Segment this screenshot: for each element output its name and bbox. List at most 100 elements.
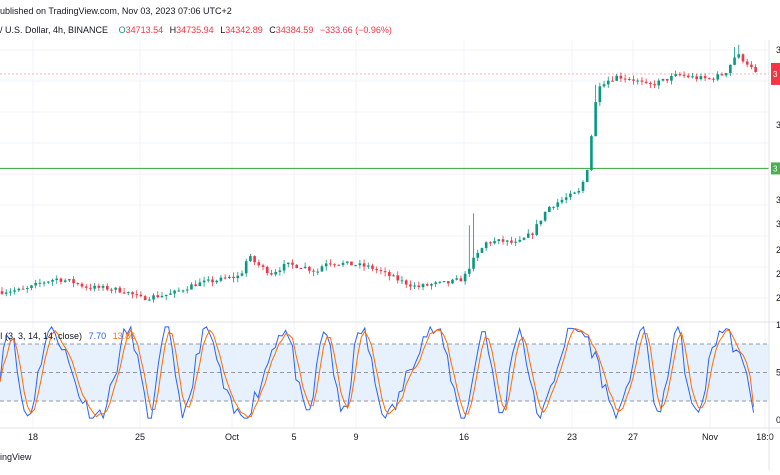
price-tick-label: 2 xyxy=(776,293,780,303)
candle-body xyxy=(270,273,273,275)
candle-body xyxy=(556,202,560,207)
price-axis[interactable]: 333333222150 xyxy=(768,40,780,470)
candle-body xyxy=(737,54,741,58)
candle-body xyxy=(526,233,530,238)
candle-body xyxy=(59,278,63,282)
close-value: 34384.59 xyxy=(275,25,314,35)
candle-body xyxy=(329,263,332,265)
candle-body xyxy=(611,80,614,82)
time-tick-label: Oct xyxy=(225,432,240,442)
d-value: 13.86 xyxy=(112,331,136,341)
candle-body xyxy=(228,276,231,279)
rsi-tick-label: 1 xyxy=(776,320,780,330)
open-value: 34713.54 xyxy=(125,25,164,35)
candle-body xyxy=(691,76,694,78)
candle-body xyxy=(253,256,256,263)
candle-body xyxy=(118,287,122,293)
candle-body xyxy=(425,284,429,286)
low-label: L xyxy=(220,25,226,35)
candle-body xyxy=(308,266,311,271)
candle-body xyxy=(442,281,446,283)
candle-body xyxy=(413,285,416,287)
candle-body xyxy=(665,78,669,81)
candle-body xyxy=(745,61,749,65)
candle-body xyxy=(623,78,627,80)
candle-body xyxy=(628,78,631,80)
candle-body xyxy=(493,241,496,244)
candle-body xyxy=(122,292,126,294)
candle-body xyxy=(303,266,307,269)
candle-body xyxy=(223,277,227,279)
candle-body xyxy=(489,242,492,244)
price-tags: 33 xyxy=(771,62,780,175)
candle-body xyxy=(47,281,50,283)
candle-body xyxy=(754,67,757,73)
candle-body xyxy=(17,288,21,291)
price-tick-label: 3 xyxy=(776,195,780,205)
candle-body xyxy=(215,280,219,283)
candle-body xyxy=(653,84,656,86)
candle-body xyxy=(400,280,404,282)
candle-body xyxy=(80,283,84,287)
candle-body xyxy=(636,80,640,82)
time-tick-label: Nov xyxy=(702,432,719,442)
candle-body xyxy=(724,73,728,76)
candle-body xyxy=(438,281,442,283)
candle-body xyxy=(497,239,501,242)
candle-body xyxy=(25,287,29,289)
indicator-legend[interactable]: I (3, 3, 14, 14, close) 7.70 13.86 xyxy=(0,331,135,341)
candle-body xyxy=(194,284,197,287)
k-value: 7.70 xyxy=(88,331,107,341)
candle-body xyxy=(729,64,732,74)
candle-body xyxy=(598,86,602,103)
candle-body xyxy=(143,296,147,301)
candle-body xyxy=(219,277,223,281)
candle-body xyxy=(649,82,652,85)
candle-body xyxy=(581,181,585,191)
candle-body xyxy=(514,241,517,243)
candle-body xyxy=(164,294,168,296)
high-value: 34735.94 xyxy=(176,25,214,35)
candle-body xyxy=(409,284,412,287)
candle-body xyxy=(522,237,526,240)
price-tick-label: 2 xyxy=(776,245,780,255)
candle-body xyxy=(366,265,370,267)
candle-body xyxy=(282,264,286,271)
candle-body xyxy=(63,280,67,282)
candle-body xyxy=(404,280,408,285)
candle-body xyxy=(127,292,130,294)
change-value: −333.66 (−0.96%) xyxy=(319,25,392,35)
time-tick-label: 5 xyxy=(291,432,296,442)
candle-body xyxy=(455,278,458,280)
symbol-legend[interactable]: / U.S. Dollar, 4h, BINANCE O34713.54 H34… xyxy=(0,25,392,35)
candle-body xyxy=(232,276,235,279)
rsi-tick-label: 0 xyxy=(776,415,780,425)
candle-body xyxy=(644,81,648,83)
candle-body xyxy=(564,197,568,200)
price-tick-label: 3 xyxy=(776,120,780,130)
candle-body xyxy=(38,282,42,284)
candle-body xyxy=(198,282,202,287)
tradingview-footer: ingView xyxy=(0,452,31,462)
candle-body xyxy=(148,299,151,301)
time-tick-label: 16 xyxy=(459,432,469,442)
low-value: 34342.89 xyxy=(225,25,263,35)
candle-body xyxy=(640,80,644,82)
candle-body xyxy=(324,263,328,267)
candle-body xyxy=(9,291,12,293)
time-axis[interactable]: 18 25 Oct 5 9 16 23 27 Nov 18:0 xyxy=(0,427,780,442)
candle-body xyxy=(619,75,623,79)
candle-body xyxy=(590,136,593,170)
time-tick-label: 18:0 xyxy=(756,432,774,442)
price-tick-label: 2 xyxy=(776,269,780,279)
candle-body xyxy=(484,242,488,249)
price-tick-label: 3 xyxy=(776,45,780,55)
candle-body xyxy=(51,279,54,282)
candle-body xyxy=(392,275,395,277)
candle-body xyxy=(350,261,353,266)
candle-body xyxy=(30,285,33,288)
candle-body xyxy=(459,278,463,282)
candle-body xyxy=(354,265,357,267)
